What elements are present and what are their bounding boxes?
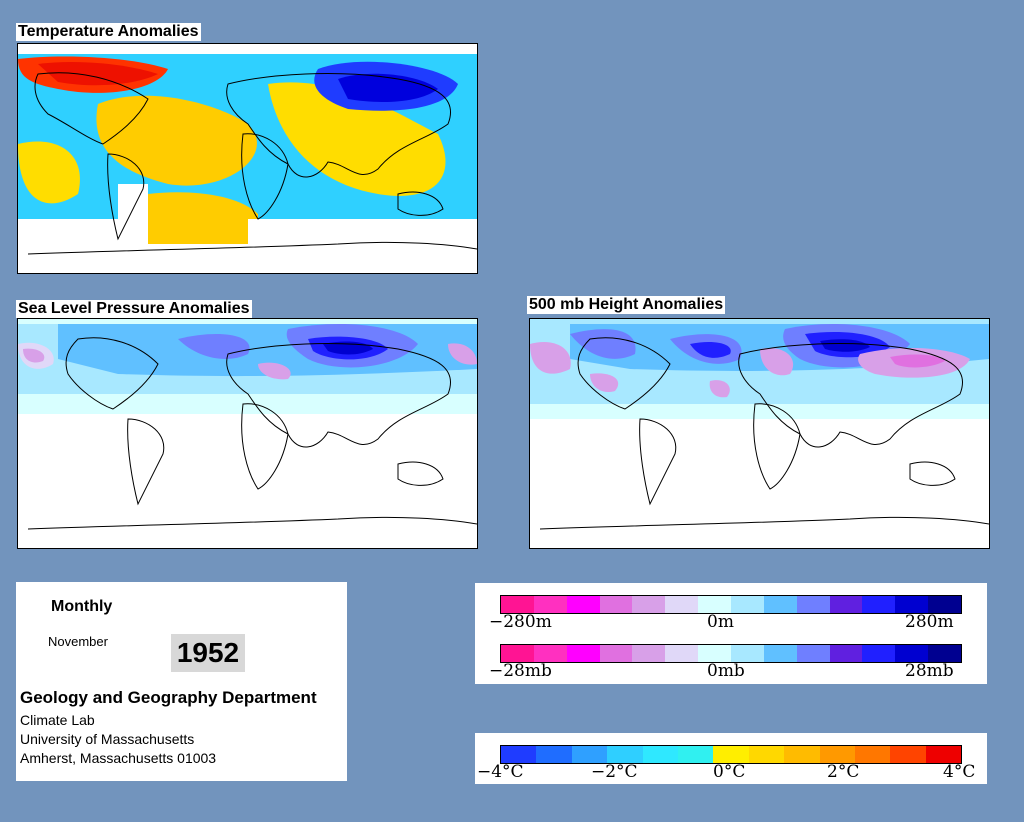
pressure-swatch [928,645,962,662]
height-swatch [895,596,929,613]
height-swatch [599,596,633,613]
temperature-anomaly-map [17,43,478,274]
height-swatch [501,596,534,613]
height-swatch [829,596,863,613]
temperature-swatch [925,746,962,763]
height-swatch [763,596,797,613]
year-label: 1952 [171,634,245,672]
height-swatch [928,596,962,613]
temperature-swatch [748,746,785,763]
height-swatch [731,596,764,613]
pressure-max-label: 28mb [905,661,954,681]
period-label: Monthly [51,598,113,615]
height-swatch [698,596,732,613]
temp-label-3: 2°C [827,762,860,782]
height-pressure-legend: −280m 0m 280m −28mb 0mb 28mb [475,583,987,684]
height-swatch [665,596,699,613]
temperature-swatch [890,746,926,763]
temp-label-1: −2°C [591,762,638,782]
temperature-title: Temperature Anomalies [16,23,201,41]
pressure-swatch [829,645,863,662]
temperature-swatch [642,746,678,763]
pressure-swatch [862,645,896,662]
height-swatch [533,596,567,613]
height-swatch [632,596,666,613]
university-label: University of Massachusetts [20,731,195,747]
temp-label-0: −4°C [477,762,524,782]
pressure-swatch [632,645,666,662]
temperature-swatch [536,746,572,763]
temp-label-4: 4°C [943,762,976,782]
temperature-swatch [713,746,749,763]
pressure-swatch [796,645,830,662]
temperature-swatch [784,746,820,763]
height-min-label: −280m [489,612,552,632]
500mb-height-map [529,318,990,549]
temperature-swatch [571,746,608,763]
pressure-swatch [665,645,699,662]
pressure-mid-label: 0mb [707,661,745,681]
sea-level-pressure-map [17,318,478,549]
height-colorbar [500,595,962,614]
height-swatch [796,596,830,613]
height-title: 500 mb Height Anomalies [527,296,726,314]
pressure-swatch [533,645,567,662]
info-panel: Monthly November 1952 Geology and Geogra… [16,582,347,781]
height-swatch [862,596,896,613]
height-max-label: 280m [905,612,954,632]
temperature-swatch [677,746,714,763]
height-mid-label: 0m [707,612,734,632]
temperature-swatch [819,746,855,763]
lab-label: Climate Lab [20,712,95,728]
pressure-swatch [731,645,764,662]
pressure-swatch [501,645,534,662]
temperature-swatch [607,746,643,763]
pressure-swatch [895,645,929,662]
pressure-swatch [698,645,732,662]
temperature-legend: −4°C −2°C 0°C 2°C 4°C [475,733,987,784]
pressure-swatch [763,645,797,662]
pressure-min-label: −28mb [489,661,552,681]
pressure-swatch [599,645,633,662]
pressure-colorbar [500,644,962,663]
pressure-swatch [566,645,600,662]
temperature-colorbar [500,745,962,764]
slp-title: Sea Level Pressure Anomalies [16,300,252,318]
month-label: November [48,634,108,649]
height-swatch [566,596,600,613]
temperature-swatch [501,746,537,763]
address-label: Amherst, Massachusetts 01003 [20,750,217,766]
temperature-swatch [854,746,891,763]
temp-label-2: 0°C [713,762,746,782]
department-label: Geology and Geography Department [20,688,317,707]
